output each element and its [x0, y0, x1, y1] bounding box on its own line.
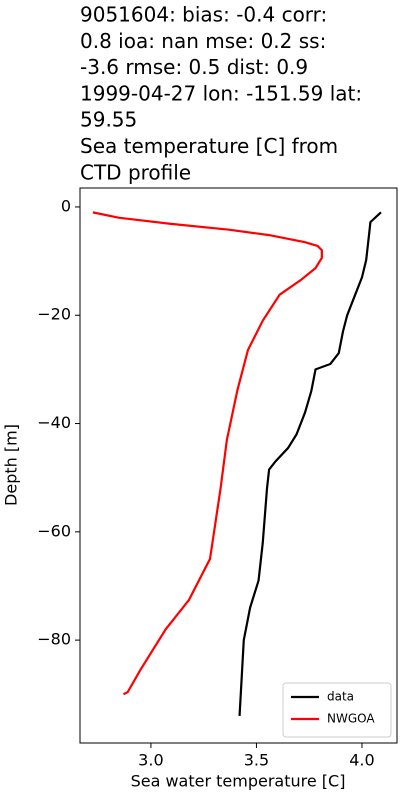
x-tick-label: 3.0 [138, 751, 163, 770]
y-tick-label: −60 [37, 521, 71, 540]
chart-title: -3.6 rmse: 0.5 dist: 0.9 [80, 55, 308, 79]
x-tick-label: 4.0 [349, 751, 374, 770]
series-line [92, 211, 323, 696]
x-tick-label: 3.5 [244, 751, 269, 770]
y-tick-label: −80 [37, 630, 71, 649]
legend-label: data [327, 690, 354, 704]
y-axis-label: Depth [m] [2, 424, 21, 506]
chart-title: Sea temperature [C] from [80, 134, 338, 158]
legend: data NWGOA [282, 682, 392, 738]
series-line [238, 211, 382, 716]
y-tick-label: −20 [37, 305, 71, 324]
chart-title: 9051604: bias: -0.4 corr: [80, 3, 327, 27]
chart-title: 59.55 [80, 108, 137, 132]
y-tick-label: 0 [61, 196, 71, 215]
axes-frame [79, 187, 398, 744]
chart-title: 0.8 ioa: nan mse: 0.2 ss: [80, 29, 326, 53]
chart-title: CTD profile [80, 160, 191, 184]
legend-label: NWGOA [327, 712, 375, 726]
y-tick-label: −40 [37, 413, 71, 432]
chart-title: 1999-04-27 lon: -151.59 lat: [80, 81, 362, 105]
x-axis-label: Sea water temperature [C] [131, 772, 346, 791]
